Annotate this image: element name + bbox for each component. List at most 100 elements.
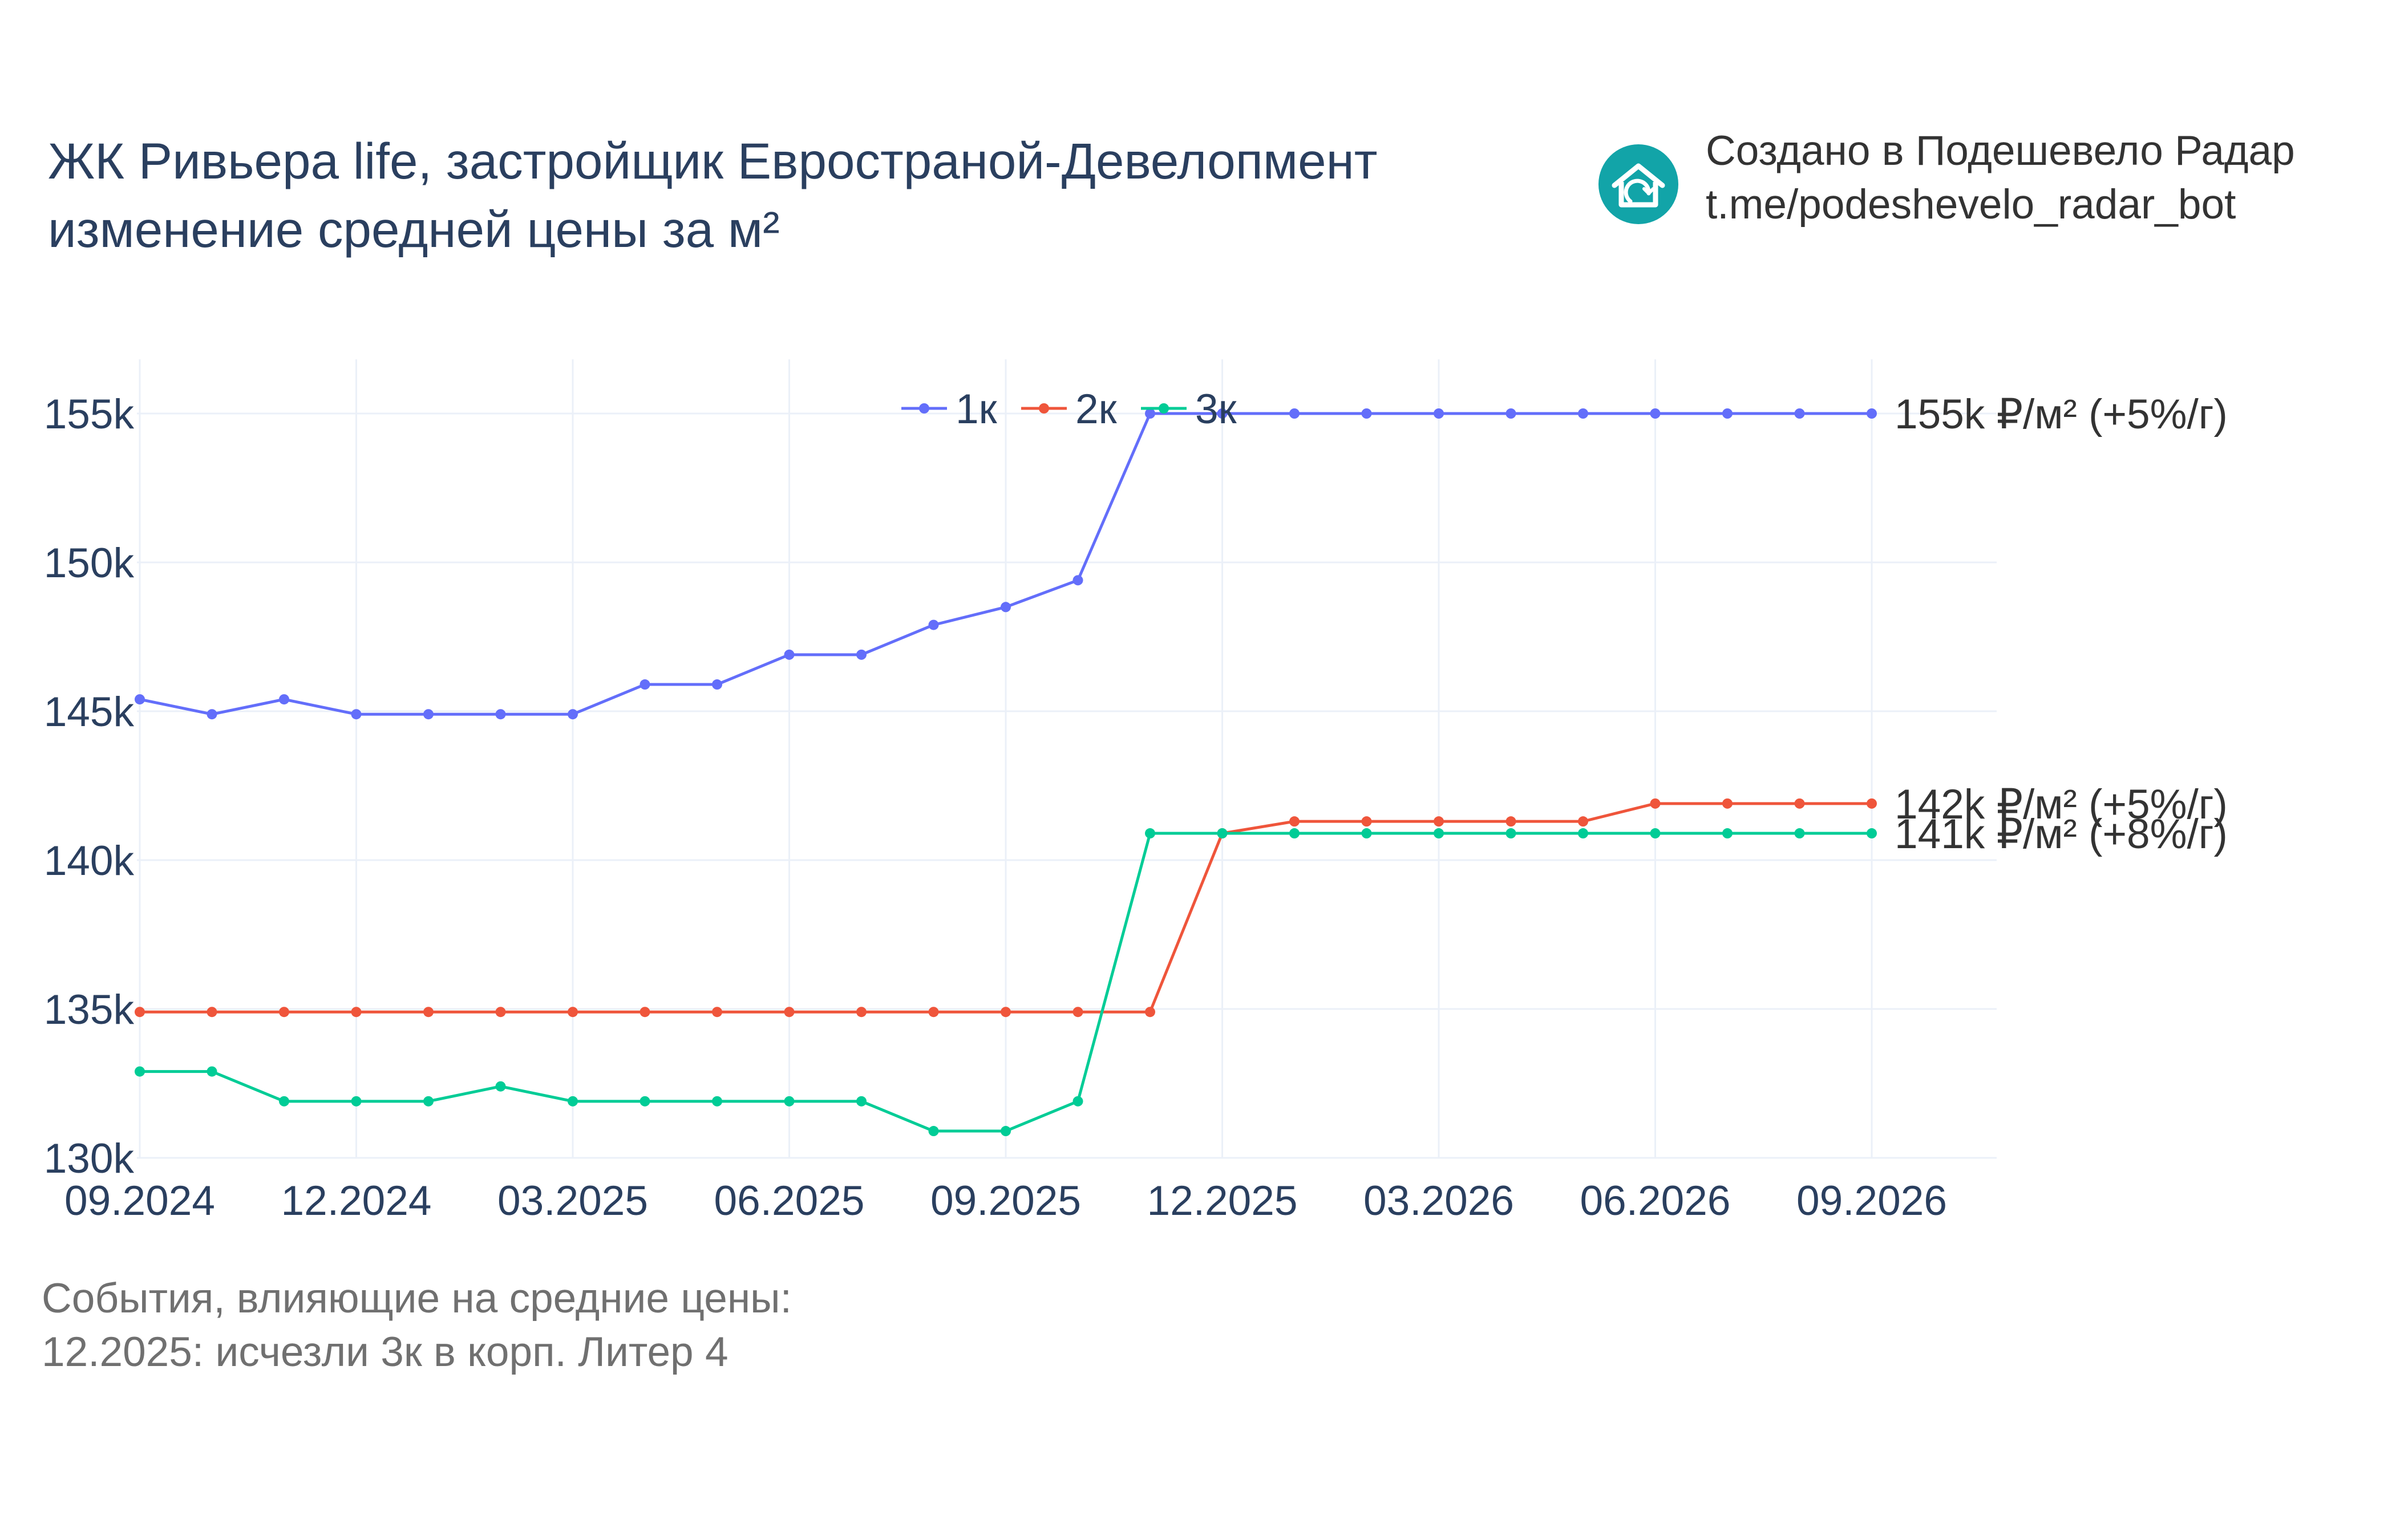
credit-block: Создано в Подешевело Радар t.me/podeshev… xyxy=(1706,124,2295,232)
y-tick-label: 130k xyxy=(44,1136,135,1182)
data-point xyxy=(135,1066,145,1077)
data-point xyxy=(1434,828,1444,839)
legend-label: 1к xyxy=(956,386,998,432)
data-point xyxy=(207,1007,217,1018)
y-axis-ticks: 130k 135k 140k 145k 150k 155k xyxy=(44,391,135,1182)
data-point xyxy=(928,619,939,630)
data-point xyxy=(279,1096,289,1107)
data-point xyxy=(1217,828,1228,839)
data-point xyxy=(1794,798,1805,809)
x-tick-label: 09.2025 xyxy=(930,1178,1081,1224)
logo-circle xyxy=(1598,144,1678,224)
legend-marker xyxy=(1039,403,1049,414)
data-point xyxy=(1794,828,1805,839)
x-tick-label: 03.2026 xyxy=(1363,1178,1514,1224)
data-point xyxy=(568,1096,578,1107)
data-point xyxy=(1505,408,1516,419)
data-point xyxy=(1578,828,1588,839)
data-point xyxy=(1001,602,1011,613)
end-label: 155k ₽/м² (+5%/г) xyxy=(1895,391,2228,437)
data-point xyxy=(928,1007,939,1018)
x-tick-label: 09.2026 xyxy=(1796,1178,1947,1224)
end-label: 141k ₽/м² (+8%/г) xyxy=(1895,811,2228,857)
end-label: 142k ₽/м² (+5%/г) xyxy=(1895,781,2228,828)
data-point xyxy=(784,1007,795,1018)
data-point xyxy=(856,649,867,660)
data-point xyxy=(207,1066,217,1077)
data-point xyxy=(1145,828,1155,839)
event-item: 12.2025: исчезли 3к в корп. Литер 4 xyxy=(42,1329,728,1375)
legend-item-1к[interactable]: 1к xyxy=(901,386,998,432)
chart-title: ЖК Ривьера life, застройщик Евространой-… xyxy=(48,127,1378,264)
data-point xyxy=(1145,1007,1155,1018)
data-point xyxy=(856,1007,867,1018)
data-point xyxy=(1794,408,1805,419)
data-point xyxy=(1434,408,1444,419)
data-point xyxy=(784,1096,795,1107)
data-point xyxy=(1361,408,1372,419)
data-point xyxy=(423,1007,434,1018)
data-point xyxy=(1722,798,1733,809)
data-point xyxy=(207,709,217,720)
y-tick-label: 135k xyxy=(44,987,135,1033)
x-axis-ticks: 09.2024 12.2024 03.2025 06.2025 09.2025 12.20… xyxy=(64,1178,1947,1224)
chart-subtitle: изменение средней цены за м² xyxy=(48,201,780,258)
radar-logo-icon xyxy=(1598,144,1678,224)
legend-marker xyxy=(919,403,929,414)
x-tick-label: 03.2025 xyxy=(497,1178,648,1224)
data-point xyxy=(1072,1007,1083,1018)
series-1к xyxy=(135,408,1877,720)
chart-title-line-1: ЖК Ривьера life, застройщик Евространой-… xyxy=(48,132,1378,189)
series-lines xyxy=(135,408,1877,1137)
data-point xyxy=(1650,798,1661,809)
legend: 1к 2к 3к xyxy=(901,386,1237,432)
data-point xyxy=(640,679,650,690)
data-point xyxy=(640,1096,650,1107)
x-tick-label: 06.2026 xyxy=(1580,1178,1731,1224)
y-tick-label: 155k xyxy=(44,391,135,437)
data-point xyxy=(712,1096,722,1107)
data-point xyxy=(1145,408,1155,419)
data-point xyxy=(568,1007,578,1018)
data-point xyxy=(1289,828,1300,839)
x-tick-label: 12.2024 xyxy=(281,1178,432,1224)
data-point xyxy=(1361,828,1372,839)
data-point xyxy=(1072,575,1083,586)
data-point xyxy=(351,1007,362,1018)
data-point xyxy=(279,694,289,705)
data-point xyxy=(1722,828,1733,839)
data-point xyxy=(423,709,434,720)
data-point xyxy=(279,1007,289,1018)
y-tick-label: 145k xyxy=(44,689,135,735)
data-point xyxy=(1434,816,1444,827)
legend-item-3к[interactable]: 3к xyxy=(1141,386,1237,432)
credit-line-1: Создано в Подешевело Радар xyxy=(1706,128,2295,174)
data-point xyxy=(1361,816,1372,827)
data-point xyxy=(351,1096,362,1107)
data-point xyxy=(1072,1096,1083,1107)
legend-item-2к[interactable]: 2к xyxy=(1021,386,1118,432)
data-point xyxy=(712,679,722,690)
legend-label: 3к xyxy=(1195,386,1237,432)
events-block: События, влияющие на средние цены: 12.20… xyxy=(42,1272,792,1379)
data-point xyxy=(640,1007,650,1018)
data-point xyxy=(135,1007,145,1018)
x-tick-label: 06.2025 xyxy=(714,1178,865,1224)
credit-link[interactable]: t.me/podeshevelo_radar_bot xyxy=(1706,181,2236,228)
data-point xyxy=(712,1007,722,1018)
y-tick-label: 140k xyxy=(44,838,135,884)
data-point xyxy=(351,709,362,720)
data-point xyxy=(495,1007,506,1018)
x-tick-label: 12.2025 xyxy=(1147,1178,1298,1224)
data-point xyxy=(495,709,506,720)
x-tick-label: 09.2024 xyxy=(64,1178,215,1224)
events-heading: События, влияющие на средние цены: xyxy=(42,1275,792,1322)
data-point xyxy=(1650,828,1661,839)
data-point xyxy=(423,1096,434,1107)
data-point xyxy=(495,1081,506,1092)
y-tick-label: 150k xyxy=(44,540,135,586)
data-point xyxy=(856,1096,867,1107)
data-point xyxy=(1867,798,1877,809)
data-point xyxy=(1217,408,1228,419)
